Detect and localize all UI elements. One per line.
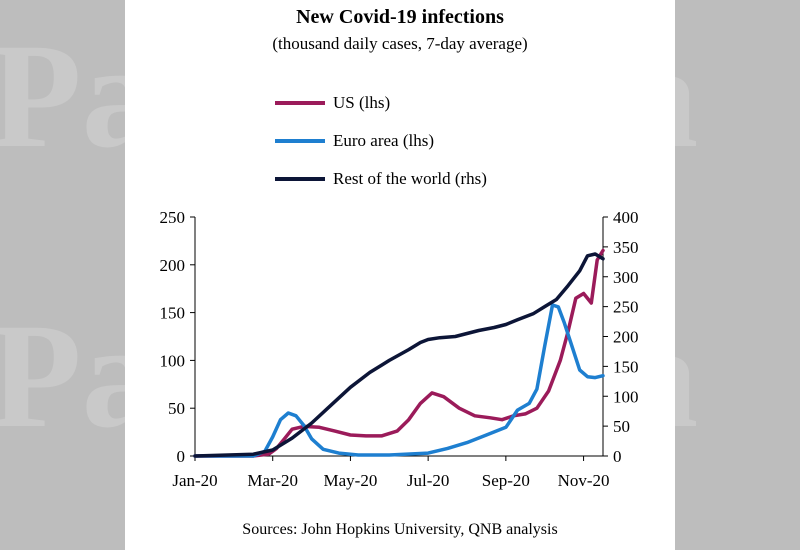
chart-title: New Covid-19 infections xyxy=(296,6,504,28)
y-left-tick-label: 100 xyxy=(160,351,186,370)
y-left-tick-label: 250 xyxy=(160,208,186,227)
legend-label-euro: Euro area (lhs) xyxy=(333,131,435,150)
y-right-tick-label: 400 xyxy=(613,208,639,227)
x-tick-label: Jan-20 xyxy=(172,471,217,490)
legend-item-row: Rest of the world (rhs) xyxy=(275,168,487,190)
y-right-tick-label: 50 xyxy=(613,417,630,436)
watermark-text-left-top: Pala xyxy=(0,13,125,179)
watermark-right: Pala Pala xyxy=(675,0,800,550)
y-left-tick-label: 0 xyxy=(177,447,186,466)
legend-item-us: US (lhs) xyxy=(275,92,390,114)
y-right-tick-label: 300 xyxy=(613,268,639,287)
legend-swatch-row xyxy=(275,177,325,181)
y-right-tick-label: 100 xyxy=(613,387,639,406)
y-right-tick-label: 250 xyxy=(613,298,639,317)
y-left-tick-label: 200 xyxy=(160,256,186,275)
series-line-rest-of-world xyxy=(193,252,605,458)
watermark-text-right-bottom: Pala xyxy=(675,290,698,462)
y-left-tick-label: 50 xyxy=(168,399,185,418)
series-line-us xyxy=(193,248,605,458)
chart-subtitle: (thousand daily cases, 7-day average) xyxy=(272,34,528,53)
watermark-text-left-bottom: Pala xyxy=(0,293,125,459)
legend-label-row: Rest of the world (rhs) xyxy=(333,169,487,188)
x-tick-label: May-20 xyxy=(324,471,378,490)
y-right-tick-label: 350 xyxy=(613,238,639,257)
y-right-tick-label: 200 xyxy=(613,328,639,347)
x-tick-label: Mar-20 xyxy=(247,471,298,490)
watermark-text-right-top: Pala xyxy=(675,10,698,182)
x-tick-label: Sep-20 xyxy=(482,471,530,490)
y-left-tick-label: 150 xyxy=(160,304,186,323)
x-tick-label: Jul-20 xyxy=(407,471,450,490)
legend-label-us: US (lhs) xyxy=(333,93,391,112)
watermark-left: Pala Pala xyxy=(0,0,125,550)
chart-source: Sources: John Hopkins University, QNB an… xyxy=(242,521,558,538)
y-right-tick-label: 0 xyxy=(613,447,622,466)
chart-plot: 0 50 100 150 200 250 0 50 100 150 200 250 300 350 400 J… xyxy=(160,208,639,490)
series-line-euro-area xyxy=(193,303,605,458)
chart-panel: New Covid-19 infections (thousand daily … xyxy=(125,0,675,550)
legend-swatch-euro xyxy=(275,139,325,143)
legend-item-euro: Euro area (lhs) xyxy=(275,130,434,152)
legend-swatch-us xyxy=(275,101,325,105)
y-right-tick-label: 150 xyxy=(613,357,639,376)
x-tick-label: Nov-20 xyxy=(558,471,610,490)
